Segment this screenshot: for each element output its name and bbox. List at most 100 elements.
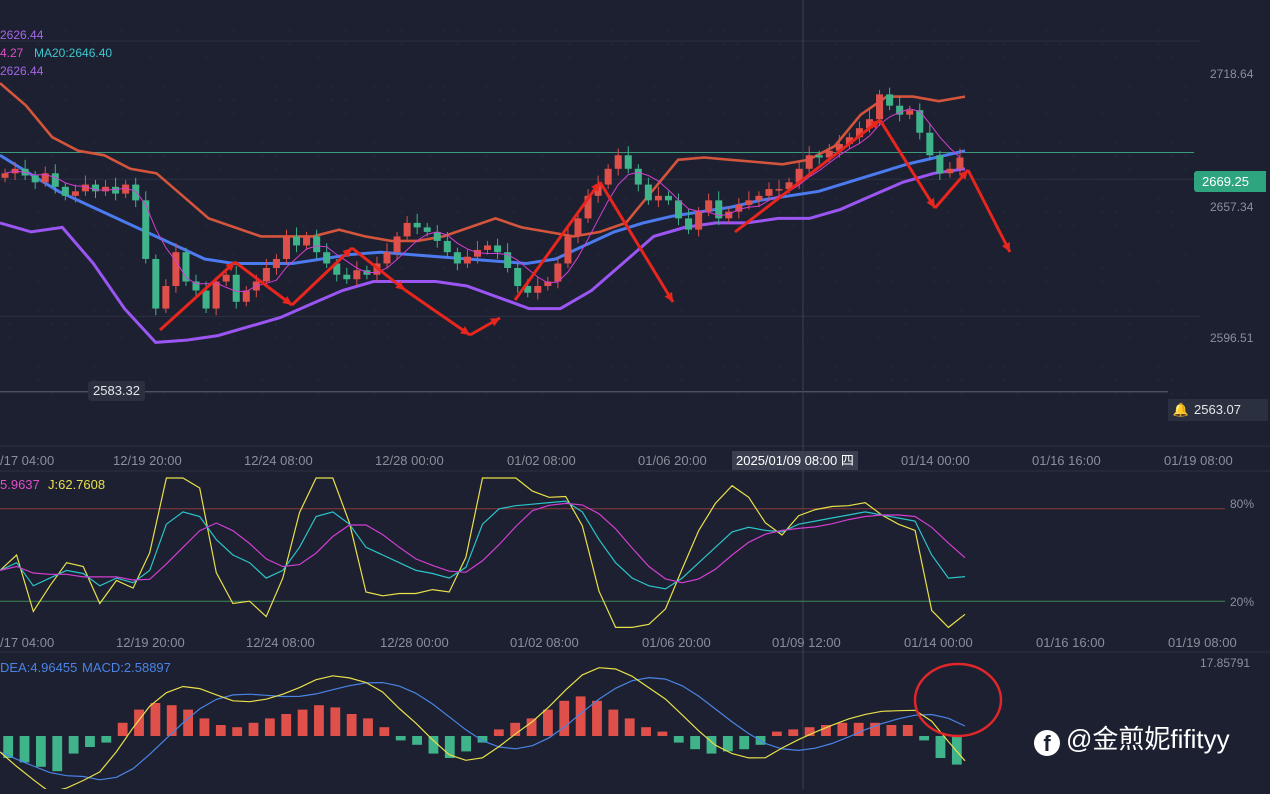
background-dot — [471, 309, 473, 311]
background-dot — [919, 155, 921, 157]
background-dot — [1185, 85, 1187, 87]
background-dot — [919, 85, 921, 87]
background-dot — [947, 141, 949, 143]
background-dot — [877, 337, 879, 339]
background-dot — [135, 267, 137, 269]
background-dot — [1129, 239, 1131, 241]
background-dot — [443, 351, 445, 353]
background-dot — [513, 211, 515, 213]
background-dot — [765, 29, 767, 31]
background-dot — [793, 211, 795, 213]
background-dot — [387, 29, 389, 31]
candle-body — [81, 184, 89, 192]
background-dot — [653, 323, 655, 325]
background-dot — [1185, 239, 1187, 241]
background-dot — [9, 323, 11, 325]
background-dot — [359, 295, 361, 297]
background-dot — [23, 113, 25, 115]
candle-body — [564, 236, 572, 264]
background-dot — [429, 71, 431, 73]
background-dot — [37, 309, 39, 311]
candle-body — [162, 286, 170, 309]
background-dot — [639, 85, 641, 87]
background-dot — [541, 253, 543, 255]
background-dot — [905, 71, 907, 73]
candle-body — [51, 173, 59, 187]
background-dot — [947, 197, 949, 199]
background-dot — [947, 295, 949, 297]
background-dot — [415, 57, 417, 59]
background-dot — [597, 337, 599, 339]
background-dot — [79, 197, 81, 199]
background-dot — [247, 113, 249, 115]
background-dot — [541, 239, 543, 241]
background-dot — [1087, 253, 1089, 255]
background-dot — [37, 295, 39, 297]
background-dot — [849, 155, 851, 157]
background-dot — [961, 155, 963, 157]
background-dot — [51, 71, 53, 73]
alert-price-tag[interactable]: 🔔 2563.07 — [1168, 399, 1268, 421]
background-dot — [1045, 267, 1047, 269]
background-dot — [1171, 239, 1173, 241]
background-dot — [625, 379, 627, 381]
background-dot — [415, 127, 417, 129]
background-dot — [1031, 169, 1033, 171]
background-dot — [877, 351, 879, 353]
background-dot — [695, 141, 697, 143]
background-dot — [457, 281, 459, 283]
bell-icon[interactable]: 🔔 — [1172, 402, 1190, 417]
kdj-time-10: 01/19 08:00 — [1168, 635, 1237, 650]
background-dot — [569, 379, 571, 381]
background-dot — [541, 85, 543, 87]
background-dot — [387, 99, 389, 101]
background-dot — [1101, 197, 1103, 199]
background-dot — [1185, 169, 1187, 171]
background-dot — [331, 239, 333, 241]
background-dot — [373, 323, 375, 325]
background-dot — [23, 183, 25, 185]
background-dot — [905, 239, 907, 241]
trend-arrow — [404, 288, 471, 337]
background-dot — [51, 169, 53, 171]
background-dot — [65, 267, 67, 269]
background-dot — [219, 85, 221, 87]
background-dot — [947, 365, 949, 367]
background-dot — [1045, 211, 1047, 213]
background-dot — [359, 365, 361, 367]
background-dot — [303, 365, 305, 367]
background-dot — [345, 43, 347, 45]
macd-histogram-bar — [248, 722, 259, 736]
background-dot — [1129, 155, 1131, 157]
background-dot — [989, 351, 991, 353]
macd-histogram-bar — [772, 731, 782, 736]
macd-histogram-bar — [346, 714, 357, 736]
watermark-text: @金煎妮fifityy — [1066, 724, 1230, 754]
background-dot — [961, 71, 963, 73]
background-dot — [275, 155, 277, 157]
macd-histogram-bar — [3, 736, 14, 758]
background-dot — [625, 281, 627, 283]
background-dot — [765, 267, 767, 269]
background-dot — [541, 337, 543, 339]
background-dot — [639, 141, 641, 143]
background-dot — [667, 113, 669, 115]
background-dot — [373, 309, 375, 311]
background-dot — [261, 295, 263, 297]
background-dot — [1031, 99, 1033, 101]
macd-histogram-bar — [297, 709, 308, 736]
background-dot — [611, 267, 613, 269]
background-dot — [261, 393, 263, 395]
background-dot — [401, 29, 403, 31]
background-dot — [359, 309, 361, 311]
macd-histogram-bar — [281, 714, 292, 736]
background-dot — [737, 309, 739, 311]
background-dot — [1059, 225, 1061, 227]
background-dot — [65, 323, 67, 325]
background-dot — [1087, 337, 1089, 339]
background-dot — [737, 57, 739, 59]
background-dot — [275, 337, 277, 339]
background-dot — [989, 43, 991, 45]
background-dot — [807, 169, 809, 171]
